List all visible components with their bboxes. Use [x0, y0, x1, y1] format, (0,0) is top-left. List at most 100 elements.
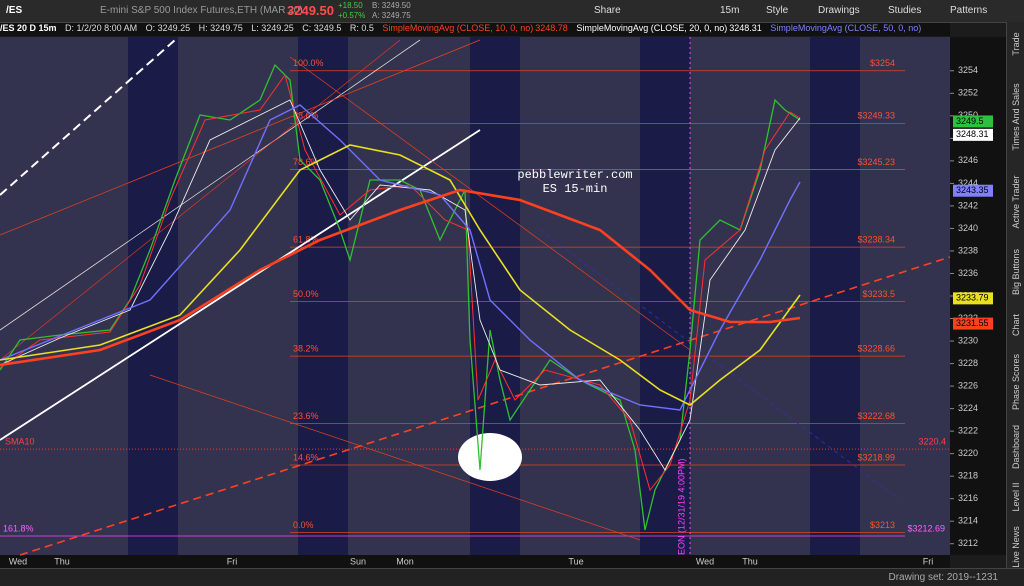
fib-price: $3238.34: [857, 235, 895, 245]
fib-pct: 0.0%: [293, 520, 314, 530]
price-marker-label: 3249.5: [956, 116, 984, 126]
y-tick-label: 3212: [958, 538, 978, 548]
fib-pct: 38.2%: [293, 344, 319, 354]
y-tick-label: 3244: [958, 178, 978, 188]
y-tick-label: 3220: [958, 448, 978, 458]
price-marker-label: 3248.31: [956, 129, 989, 139]
toolbar: /ES E-mini S&P 500 Index Futures,ETH (MA…: [0, 0, 1024, 23]
fib-pct: 14.6%: [293, 452, 319, 462]
event-label: EON (12/31/19 4:00PM): [676, 458, 686, 555]
sidebar-tab[interactable]: Active Trader: [1011, 175, 1021, 229]
watermark: ES 15-min: [543, 182, 608, 196]
field: O: 3249.25: [145, 23, 191, 33]
symbol[interactable]: /ES: [6, 5, 23, 16]
x-tick-label: Thu: [742, 556, 758, 566]
ask: A: 3249.75: [372, 11, 411, 20]
price-marker-label: 3231.55: [956, 318, 989, 328]
price-marker: [953, 292, 993, 305]
x-tick-label: Fri: [227, 556, 238, 566]
y-tick-label: 3218: [958, 471, 978, 481]
sidebar-tab[interactable]: Phase Scores: [1011, 353, 1021, 411]
y-tick-label: 3230: [958, 335, 978, 345]
x-tick-label: Wed: [696, 556, 714, 566]
button[interactable]: Share: [594, 5, 621, 16]
study-value: 3248.78: [535, 23, 568, 33]
study: SimpleMovingAvg (CLOSE, 20, 0, no): [576, 23, 728, 33]
x-tick-label: Sun: [350, 556, 366, 566]
button[interactable]: Patterns: [950, 5, 988, 16]
price-marker-label: 3233.79: [956, 293, 989, 303]
fib-pct: 78.6%: [293, 157, 319, 167]
fib-pct: 23.6%: [293, 411, 319, 421]
chart-info: /ES 20 D 15m: [0, 23, 57, 33]
x-tick-label: Tue: [568, 556, 583, 566]
field: D: 1/2/20 8:00 AM: [65, 23, 138, 33]
change: +18.50: [338, 1, 363, 10]
button[interactable]: Studies: [888, 5, 922, 16]
fib-price: $3212.69: [907, 523, 945, 533]
description: E-mini S&P 500 Index Futures,ETH (MAR 20…: [100, 5, 303, 16]
price-marker: [953, 184, 993, 197]
chart-header: /ES 20 D 15m D: 1/2/20 8:00 AM O: 3249.2…: [0, 23, 950, 36]
sidebar: Trade Times And Sales Active Trader Big But…: [1006, 22, 1024, 568]
fib-price: $3213: [870, 520, 895, 530]
status-bar: Drawing set: 2019--1231: [0, 568, 1024, 586]
fib-price: $3218.99: [857, 452, 895, 462]
field: H: 3249.75: [198, 23, 243, 33]
sidebar-tab[interactable]: Times And Sales: [1011, 83, 1021, 151]
button[interactable]: Drawings: [818, 5, 860, 16]
y-tick-label: 3252: [958, 88, 978, 98]
y-tick-label: 3226: [958, 380, 978, 390]
price-marker: [953, 115, 993, 128]
change-pct: +0.57%: [338, 11, 366, 20]
y-tick-label: 3228: [958, 358, 978, 368]
sidebar-tab[interactable]: Big Buttons: [1011, 248, 1021, 296]
fib-price: $3254: [870, 58, 895, 68]
bid: B: 3249.50: [372, 1, 411, 10]
field: C: 3249.5: [302, 23, 342, 33]
drawing-set[interactable]: Drawing set: 2019--1231: [888, 572, 998, 583]
fib-price: $3233.5: [862, 289, 895, 299]
price-marker-label: 3243.35: [956, 185, 989, 195]
last-price: 3249.50: [287, 3, 334, 18]
fib-price: $3249.33: [857, 111, 895, 121]
time-axis: [0, 555, 950, 568]
price-marker: [953, 317, 993, 330]
y-tick-label: 3246: [958, 155, 978, 165]
sma-value: 3220.4: [918, 437, 946, 447]
x-tick-label: Fri: [923, 556, 934, 566]
y-tick-label: 3222: [958, 426, 978, 436]
y-tick-label: 3214: [958, 516, 978, 526]
x-tick-label: Thu: [54, 556, 70, 566]
watermark: pebblewriter.com: [517, 168, 632, 182]
fib-price: $3222.68: [857, 411, 895, 421]
sidebar-tab[interactable]: Level II: [1011, 482, 1021, 512]
y-tick-label: 3240: [958, 223, 978, 233]
field: R: 0.5: [349, 23, 374, 33]
y-tick-label: 3236: [958, 268, 978, 278]
y-tick-label: 3224: [958, 403, 978, 413]
sidebar-tab[interactable]: Chart: [1011, 313, 1021, 337]
y-tick-label: 3216: [958, 493, 978, 503]
fib-pct: 161.8%: [3, 523, 34, 533]
sidebar-tab[interactable]: Live News: [1011, 526, 1021, 568]
field: L: 3249.25: [251, 23, 294, 33]
y-tick-label: 3254: [958, 65, 978, 75]
sidebar-tab[interactable]: Trade: [1011, 32, 1021, 56]
y-tick-label: 3242: [958, 200, 978, 210]
fib-price: $3228.66: [857, 344, 895, 354]
study-value: 3248.31: [729, 23, 762, 33]
price-marker: [953, 128, 993, 141]
study: SimpleMovingAvg (CLOSE, 50, 0, no): [770, 23, 922, 33]
sma-label: SMA10: [5, 437, 35, 447]
y-tick-label: 3238: [958, 245, 978, 255]
fib-price: $3245.23: [857, 157, 895, 167]
x-tick-label: Wed: [9, 556, 27, 566]
price-series: [0, 63, 801, 531]
sidebar-tab[interactable]: Dashboard: [1011, 424, 1021, 470]
button[interactable]: 15m: [720, 5, 740, 16]
study: SimpleMovingAvg (CLOSE, 10, 0, no): [382, 23, 534, 33]
button[interactable]: Style: [766, 5, 789, 16]
